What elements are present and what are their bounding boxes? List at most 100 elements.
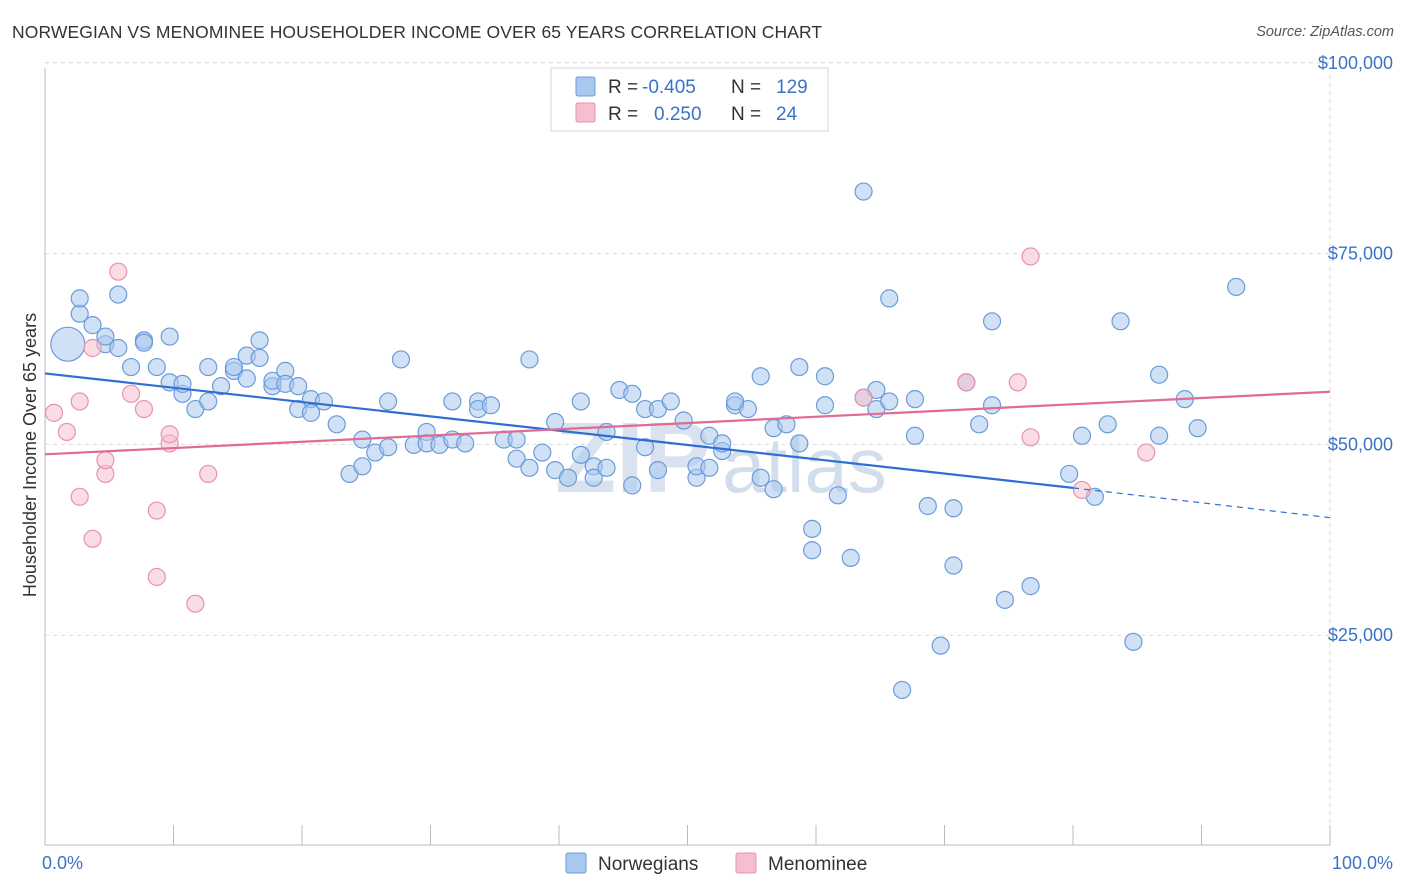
point-menominee	[186, 594, 205, 613]
point-norwegians	[507, 430, 526, 449]
point-norwegians	[1072, 426, 1092, 445]
point-norwegians	[533, 443, 552, 462]
point-norwegians	[1149, 365, 1169, 384]
legend-n-label: N =	[731, 104, 761, 125]
point-norwegians	[199, 392, 218, 411]
point-menominee	[109, 262, 128, 281]
point-norwegians	[623, 384, 642, 403]
point-norwegians	[623, 476, 642, 495]
stats-legend-box	[550, 67, 829, 132]
point-norwegians	[790, 357, 809, 377]
point-norwegians	[314, 392, 333, 411]
point-norwegians	[1021, 577, 1040, 596]
point-norwegians	[122, 357, 141, 377]
legend-r-value: 0.250	[654, 104, 702, 125]
point-norwegians	[520, 350, 539, 369]
point-menominee	[147, 501, 166, 520]
point-norwegians	[160, 327, 179, 346]
point-norwegians	[931, 636, 950, 655]
point-norwegians	[982, 396, 1002, 415]
point-norwegians	[507, 449, 526, 468]
point-menominee	[122, 384, 141, 403]
point-menominee	[854, 388, 873, 407]
point-menominee	[83, 338, 102, 358]
series-legend-swatch-menominee	[735, 852, 757, 874]
trend-norwegians	[44, 372, 1074, 489]
legend-n-label: N =	[731, 77, 761, 98]
point-norwegians	[777, 415, 796, 434]
point-norwegians	[841, 548, 860, 567]
point-norwegians	[892, 680, 912, 700]
point-menominee	[147, 567, 166, 587]
point-norwegians	[1149, 426, 1169, 445]
chart-title: NORWEGIAN VS MENOMINEE HOUSEHOLDER INCOM…	[12, 22, 823, 42]
point-norwegians	[301, 403, 321, 422]
axes	[44, 68, 1331, 846]
point-norwegians	[905, 426, 925, 445]
point-menominee	[96, 451, 115, 470]
legend-n-value: 129	[776, 77, 808, 98]
point-norwegians	[353, 457, 372, 476]
point-norwegians	[764, 480, 783, 499]
point-menominee	[70, 487, 89, 506]
y-tick-label: $50,000	[1328, 434, 1393, 454]
x-tick-label: 100.0%	[1332, 853, 1393, 873]
point-norwegians	[970, 415, 989, 434]
point-norwegians	[571, 445, 590, 464]
point-norwegians	[1188, 419, 1207, 438]
point-menominee	[134, 399, 154, 419]
legend-swatch-norwegians	[575, 76, 596, 97]
point-menominee	[44, 403, 64, 422]
point-menominee	[1021, 428, 1040, 447]
point-norwegians	[379, 392, 398, 411]
point-menominee	[57, 422, 76, 442]
point-norwegians	[751, 468, 770, 487]
x-tick-label: 0.0%	[42, 853, 83, 873]
stats-legend: R = -0.405 N = 129 R = 0.250 N = 24	[550, 67, 829, 132]
point-norwegians	[854, 182, 873, 201]
point-norwegians	[1227, 277, 1246, 297]
point-norwegians	[211, 377, 231, 396]
point-norwegians	[751, 367, 770, 386]
point-norwegians	[224, 357, 243, 377]
point-menominee	[1072, 480, 1092, 500]
trend-extension-norwegians	[1072, 487, 1331, 519]
point-norwegians	[648, 461, 668, 480]
point-norwegians	[571, 392, 590, 411]
point-menominee	[70, 392, 89, 411]
point-norwegians	[982, 312, 1002, 331]
point-norwegians	[250, 331, 269, 350]
point-norwegians	[520, 458, 539, 477]
point-norwegians	[289, 377, 308, 396]
point-norwegians	[96, 327, 115, 346]
point-norwegians	[109, 285, 128, 304]
point-norwegians	[905, 390, 925, 409]
point-norwegians	[880, 392, 899, 411]
series-legend: Norwegians Menominee	[565, 852, 867, 875]
point-norwegians	[199, 357, 218, 377]
point-norwegians	[661, 392, 680, 411]
point-norwegians	[584, 468, 603, 487]
point-norwegians	[481, 396, 500, 415]
point-norwegians	[379, 438, 398, 457]
point-norwegians	[83, 316, 102, 335]
point-norwegians	[50, 326, 86, 362]
point-norwegians	[456, 434, 475, 453]
legend-r-value: -0.405	[642, 77, 696, 98]
point-norwegians	[1124, 632, 1143, 651]
legend-r-label: R =	[608, 104, 638, 125]
point-norwegians	[147, 357, 166, 377]
point-norwegians	[803, 519, 822, 538]
point-norwegians	[944, 556, 963, 575]
point-menominee	[957, 373, 976, 392]
point-norwegians	[880, 289, 899, 308]
point-norwegians	[1098, 415, 1117, 434]
legend-n-value: 24	[776, 104, 798, 125]
point-norwegians	[725, 392, 745, 411]
trend-lines	[44, 372, 1331, 519]
point-norwegians	[558, 468, 578, 487]
point-menominee	[160, 425, 179, 444]
point-norwegians	[250, 348, 269, 368]
point-norwegians	[109, 338, 128, 358]
